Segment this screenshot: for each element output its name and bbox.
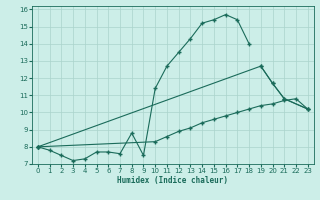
X-axis label: Humidex (Indice chaleur): Humidex (Indice chaleur) — [117, 176, 228, 185]
